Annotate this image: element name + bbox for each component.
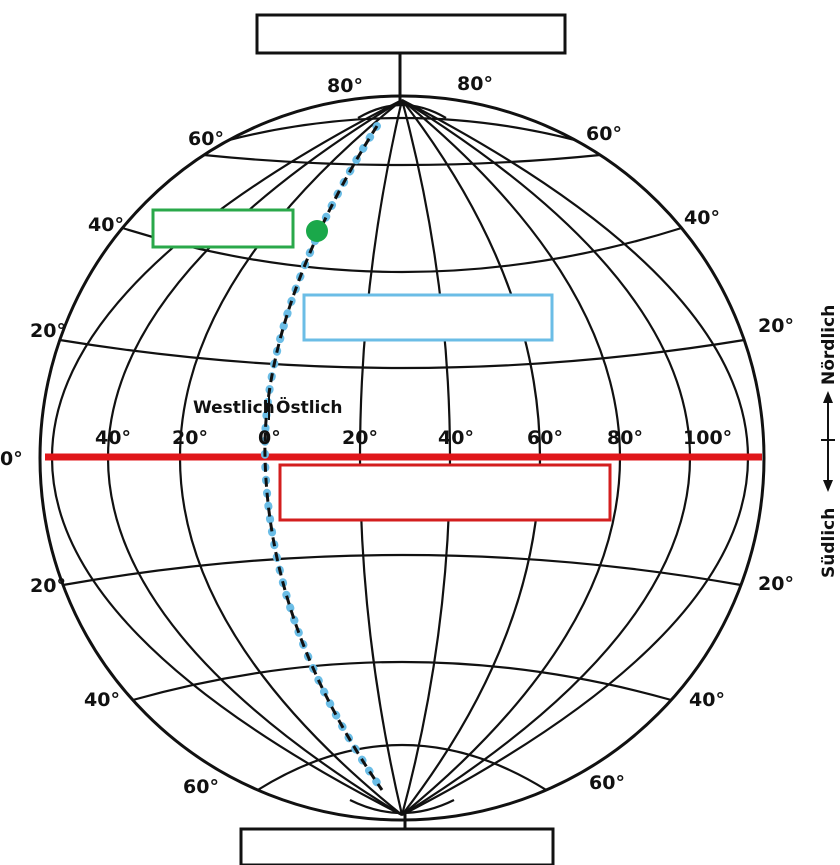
lon-label-0: 0° bbox=[258, 427, 281, 449]
lat-label-60-n-right: 60° bbox=[586, 123, 622, 145]
parallel-60-s bbox=[257, 743, 547, 791]
location-point bbox=[306, 220, 328, 242]
top-label-box[interactable] bbox=[255, 13, 567, 55]
south-pole-cap bbox=[349, 799, 455, 814]
lat-label-80-left: 80° bbox=[327, 75, 363, 97]
lon-label-e40: 40° bbox=[438, 427, 474, 449]
north-pole-cap bbox=[357, 103, 447, 119]
prime-meridian-dashed bbox=[263, 125, 384, 791]
south-label: Südlich bbox=[819, 508, 839, 578]
prime-meridian-blue bbox=[260, 122, 386, 794]
south-arrowhead bbox=[823, 480, 833, 492]
parallel-40-n bbox=[122, 226, 682, 274]
lat-label-20-s-left: 20° bbox=[30, 575, 66, 597]
lat-label-20-n-right: 20° bbox=[758, 315, 794, 337]
lat-label-40-n-right: 40° bbox=[684, 207, 720, 229]
lat-label-60-s-left: 60° bbox=[183, 776, 219, 798]
parallel-20-n bbox=[59, 338, 745, 370]
lon-label-w20: 20° bbox=[172, 427, 208, 449]
lat-label-60-n-left: 60° bbox=[188, 128, 224, 150]
lat-label-40-s-right: 40° bbox=[689, 689, 725, 711]
north-south-indicator: Nördlich Südlich bbox=[819, 305, 839, 578]
lon-label-e60: 60° bbox=[527, 427, 563, 449]
globe-outline bbox=[38, 94, 766, 822]
parallel-20-s bbox=[62, 553, 742, 587]
red-answer-box[interactable] bbox=[278, 463, 612, 522]
north-arrowhead bbox=[823, 391, 833, 403]
lat-label-40-s-left: 40° bbox=[84, 689, 120, 711]
west-label: Westlich bbox=[193, 398, 275, 418]
blue-answer-box[interactable] bbox=[302, 293, 554, 342]
lon-label-w40: 40° bbox=[95, 427, 131, 449]
north-label: Nördlich bbox=[819, 305, 839, 385]
lat-label-80-right: 80° bbox=[457, 73, 493, 95]
lon-label-e20: 20° bbox=[342, 427, 378, 449]
lat-label-20-s-right: 20° bbox=[758, 573, 794, 595]
lat-label-20-n-left: 20° bbox=[30, 320, 66, 342]
lat-label-40-n-left: 40° bbox=[88, 214, 124, 236]
lat-label-60-s-right: 60° bbox=[589, 772, 625, 794]
green-answer-box[interactable] bbox=[151, 208, 295, 249]
east-label: Östlich bbox=[276, 396, 343, 418]
bottom-label-box[interactable] bbox=[239, 827, 555, 865]
lat-label-equator: 0° bbox=[0, 448, 23, 470]
parallel-70-n bbox=[228, 116, 576, 142]
lon-label-e80: 80° bbox=[607, 427, 643, 449]
lon-label-e100: 100° bbox=[683, 427, 732, 449]
parallel-40-s bbox=[132, 660, 672, 702]
parallel-60-n bbox=[203, 153, 601, 167]
